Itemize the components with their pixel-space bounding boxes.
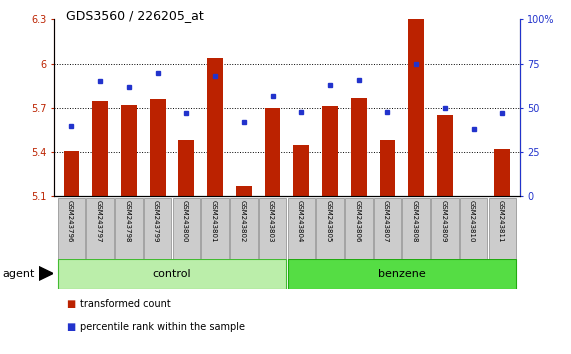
Bar — [115, 198, 143, 260]
Bar — [63, 151, 79, 196]
Bar — [489, 198, 516, 260]
Text: GSM243799: GSM243799 — [153, 200, 159, 242]
Bar — [202, 198, 229, 260]
Text: GSM243804: GSM243804 — [297, 200, 303, 242]
Text: GSM243796: GSM243796 — [67, 200, 73, 242]
Bar — [172, 198, 200, 260]
Text: ■: ■ — [66, 322, 75, 332]
Bar — [230, 198, 258, 260]
Text: percentile rank within the sample: percentile rank within the sample — [80, 322, 245, 332]
Bar — [403, 198, 430, 260]
Bar — [179, 141, 194, 196]
Text: GSM243808: GSM243808 — [412, 200, 417, 242]
Text: GSM243800: GSM243800 — [182, 200, 188, 242]
Text: GSM243810: GSM243810 — [469, 200, 475, 242]
Text: GSM243805: GSM243805 — [325, 200, 331, 242]
Bar — [288, 259, 516, 289]
Bar — [259, 198, 286, 260]
Text: GSM243807: GSM243807 — [383, 200, 389, 242]
Bar — [316, 198, 344, 260]
Text: GSM243797: GSM243797 — [96, 200, 102, 242]
Text: GSM243806: GSM243806 — [354, 200, 360, 242]
Bar — [58, 259, 286, 289]
Polygon shape — [39, 267, 53, 280]
Bar — [86, 198, 114, 260]
Bar — [121, 105, 137, 196]
Text: GSM243801: GSM243801 — [211, 200, 216, 242]
Bar — [345, 198, 372, 260]
Bar — [494, 149, 510, 196]
Text: GSM243811: GSM243811 — [498, 200, 504, 242]
Bar — [351, 98, 367, 196]
Text: GSM243802: GSM243802 — [239, 200, 246, 242]
Bar — [150, 99, 166, 196]
Text: GSM243798: GSM243798 — [124, 200, 130, 242]
Bar — [460, 198, 488, 260]
Bar — [265, 108, 280, 196]
Text: GDS3560 / 226205_at: GDS3560 / 226205_at — [66, 9, 203, 22]
Text: control: control — [152, 269, 191, 279]
Text: GSM243809: GSM243809 — [440, 200, 447, 242]
Bar — [288, 198, 315, 260]
Text: benzene: benzene — [378, 269, 426, 279]
Bar — [293, 145, 309, 196]
Bar — [437, 115, 453, 196]
Bar — [58, 198, 85, 260]
Text: GSM243803: GSM243803 — [268, 200, 274, 242]
Text: transformed count: transformed count — [80, 299, 171, 309]
Bar — [322, 107, 338, 196]
Bar — [373, 198, 401, 260]
Bar — [236, 186, 252, 196]
Bar — [144, 198, 171, 260]
Bar — [408, 19, 424, 196]
Bar — [380, 141, 395, 196]
Bar — [93, 101, 108, 196]
Text: ■: ■ — [66, 299, 75, 309]
Bar — [431, 198, 459, 260]
Bar — [207, 58, 223, 196]
Text: agent: agent — [3, 269, 35, 279]
